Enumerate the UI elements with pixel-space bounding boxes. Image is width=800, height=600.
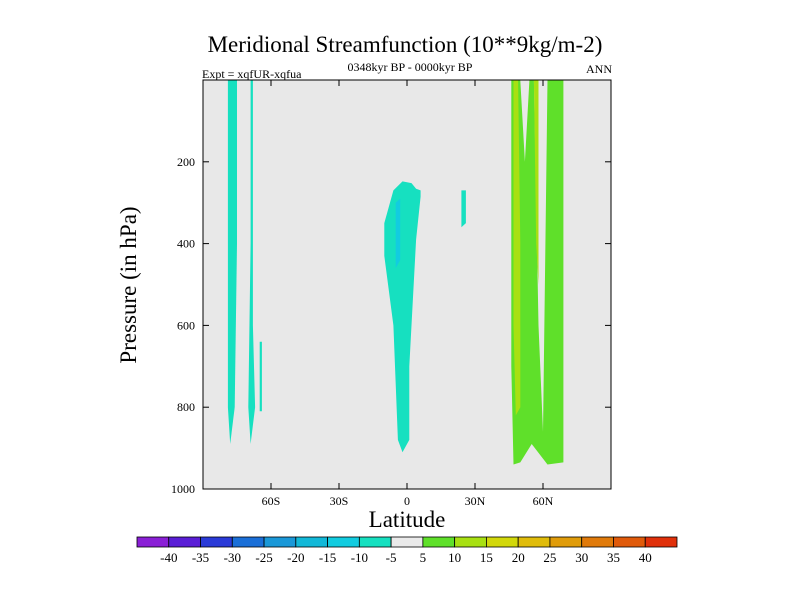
colorbar-label: -10 <box>351 550 368 565</box>
colorbar-label: 5 <box>420 550 427 565</box>
region-equatorial-cell <box>384 181 421 453</box>
x-tick-label: 30S <box>330 494 349 508</box>
colorbar-label: -35 <box>192 550 209 565</box>
region-north-cell-inner <box>513 80 521 416</box>
colorbar-swatch <box>327 536 360 548</box>
colorbar-swatch <box>581 536 614 548</box>
colorbar-swatch <box>454 536 487 548</box>
colorbar-swatch <box>358 536 392 548</box>
y-tick-label: 400 <box>177 237 195 251</box>
x-tick-label: 30N <box>465 494 486 508</box>
right-label: ANN <box>586 62 612 76</box>
colorbar-label: -30 <box>224 550 241 565</box>
colorbar-swatch <box>517 536 551 548</box>
contour-regions <box>227 80 564 465</box>
region-equatorial-core <box>395 198 401 269</box>
colorbar-label: 40 <box>639 550 652 565</box>
colorbar-swatch <box>644 536 678 548</box>
y-tick-label: 800 <box>177 400 195 414</box>
region-north-cell-outer <box>511 80 564 465</box>
region-north-subtropic-speck <box>461 190 466 228</box>
region-southern-ocean-band-west <box>227 80 237 445</box>
colorbar-swatch <box>136 536 170 548</box>
colorbar-swatch <box>613 536 646 548</box>
x-axis-ticks: 60S 30S 0 30N 60N <box>262 80 554 508</box>
colorbar-swatch <box>231 536 265 548</box>
colorbar-label: -5 <box>386 550 397 565</box>
colorbar-swatch <box>295 536 328 548</box>
colorbar-swatch <box>168 536 201 548</box>
y-tick-label: 200 <box>177 155 195 169</box>
colorbar-label: -15 <box>319 550 336 565</box>
y-axis-ticks: 200 400 600 800 1000 <box>171 155 611 496</box>
region-north-cell-inner-east <box>533 80 539 285</box>
x-tick-label: 60N <box>533 494 554 508</box>
colorbar-label: 20 <box>512 550 525 565</box>
x-axis-label: Latitude <box>369 507 446 532</box>
colorbar-label: 35 <box>607 550 620 565</box>
x-tick-label: 0 <box>404 494 410 508</box>
colorbar-label: -25 <box>255 550 272 565</box>
colorbar-swatch <box>390 536 424 548</box>
colorbar-label: 15 <box>480 550 493 565</box>
y-tick-label: 1000 <box>171 482 195 496</box>
colorbar-label: 25 <box>543 550 556 565</box>
colorbar-swatch <box>263 536 297 548</box>
colorbar-swatch <box>549 536 583 548</box>
colorbar-labels: -40 -35 -30 -25 -20 -15 -10 -5 5 10 15 20 25 30 35 40 <box>160 550 652 565</box>
region-southern-ocean-sliver <box>259 341 262 412</box>
region-southern-ocean-band-east <box>248 80 256 445</box>
center-label: 0348kyr BP - 0000kyr BP <box>348 60 473 74</box>
colorbar-swatch <box>486 536 519 548</box>
colorbar-label: -20 <box>287 550 304 565</box>
colorbar-swatch <box>422 536 456 548</box>
chart-title: Meridional Streamfunction (10**9kg/m-2) <box>208 32 603 57</box>
left-label: Expt = xqfUR-xqfua <box>202 67 302 81</box>
colorbar-label: 30 <box>575 550 588 565</box>
y-tick-label: 600 <box>177 318 195 332</box>
colorbar <box>136 536 678 548</box>
x-tick-label: 60S <box>262 494 281 508</box>
colorbar-label: -40 <box>160 550 177 565</box>
colorbar-swatch <box>200 536 233 548</box>
colorbar-label: 10 <box>448 550 461 565</box>
y-axis-label: Pressure (in hPa) <box>116 206 141 363</box>
